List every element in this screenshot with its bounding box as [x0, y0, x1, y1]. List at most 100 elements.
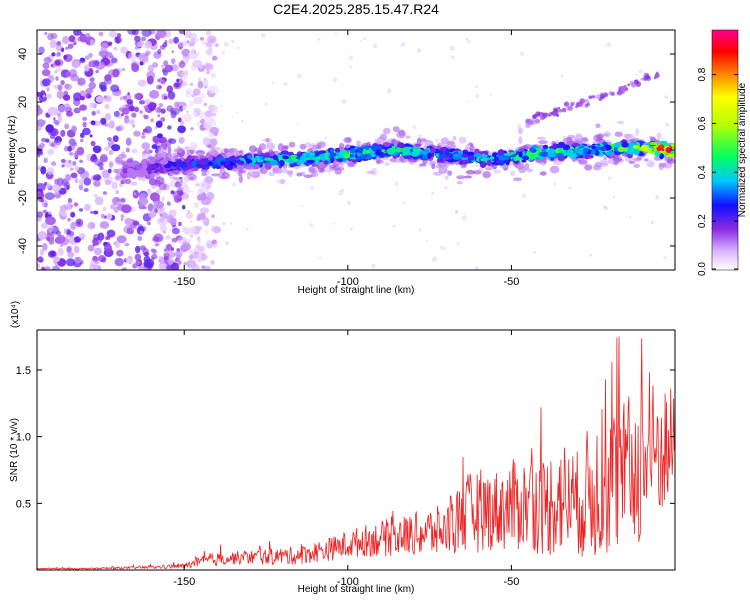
background-speckle — [392, 224, 396, 228]
noise-speckle — [99, 166, 104, 171]
noise-speckle — [92, 145, 102, 154]
ridge-halo — [296, 172, 303, 177]
background-speckle — [213, 123, 217, 127]
noise-speckle — [53, 117, 56, 121]
noise-speckle — [69, 69, 78, 78]
noise-speckle — [37, 183, 46, 192]
ridge-mark — [244, 158, 253, 164]
noise-speckle — [51, 161, 57, 166]
noise-speckle — [144, 51, 150, 57]
noise-speckle — [42, 94, 46, 98]
noise-speckle — [120, 113, 124, 117]
noise-speckle — [87, 53, 92, 59]
noise-speckle — [89, 102, 95, 108]
noise-speckle — [163, 248, 168, 252]
noise-speckle — [112, 196, 122, 206]
colorbar: 0.0 0.2 0.4 0.6 0.8 Normalized spectral ampl… — [697, 29, 748, 276]
noise-speckle — [132, 220, 140, 226]
noise-speckle — [139, 230, 144, 235]
noise-speckle — [201, 40, 208, 46]
ridge-mark — [173, 170, 180, 175]
noise-speckle — [57, 112, 62, 118]
background-speckle — [655, 195, 660, 200]
background-speckle — [489, 93, 493, 97]
secondary-streak-mark — [604, 92, 608, 95]
noise-speckle — [97, 232, 105, 241]
noise-speckle — [119, 96, 124, 101]
noise-speckle — [78, 184, 84, 191]
ridge-halo — [167, 146, 172, 154]
snr-y-tick-label: 1.0 — [16, 432, 31, 444]
secondary-streak-mark — [640, 77, 644, 81]
colorbar-tick-label: 0.0 — [697, 262, 708, 276]
noise-speckle — [157, 48, 162, 55]
background-speckle — [301, 204, 304, 208]
noise-speckle — [152, 62, 159, 68]
noise-speckle — [67, 43, 74, 49]
ridge-halo — [518, 136, 523, 145]
noise-speckle — [88, 61, 94, 68]
noise-speckle — [188, 41, 195, 47]
heatmap-y-tick-label: 40 — [17, 48, 29, 60]
noise-speckle — [192, 251, 199, 259]
noise-speckle — [195, 244, 201, 249]
noise-speckle — [104, 215, 107, 219]
noise-speckle — [111, 181, 118, 190]
noise-speckle — [154, 126, 158, 130]
noise-speckle — [124, 242, 130, 247]
noise-speckle — [40, 120, 46, 125]
noise-speckle — [124, 217, 133, 226]
noise-speckle — [133, 130, 141, 137]
heatmap-y-tick-label: -40 — [17, 238, 29, 254]
ridge-halo — [391, 139, 397, 145]
noise-speckle — [77, 221, 81, 225]
noise-speckle — [183, 261, 187, 266]
ridge-mark — [486, 159, 492, 167]
ridge-halo — [277, 143, 284, 152]
noise-speckle — [68, 160, 72, 164]
colorbar-gradient — [712, 30, 738, 270]
noise-speckle — [55, 44, 63, 52]
noise-speckle — [189, 32, 197, 41]
noise-speckle — [82, 116, 88, 121]
ridge-mark — [193, 167, 199, 172]
noise-speckle — [177, 117, 182, 123]
ridge-halo — [154, 179, 162, 187]
ridge-halo — [227, 147, 238, 154]
background-speckle — [568, 186, 572, 190]
background-speckle — [417, 134, 423, 139]
noise-speckle — [194, 179, 198, 183]
background-speckle — [206, 118, 209, 120]
noise-speckle — [126, 99, 134, 105]
noise-speckle — [78, 233, 86, 239]
noise-speckle — [47, 148, 55, 156]
noise-speckle — [178, 221, 182, 227]
noise-speckle — [66, 228, 72, 235]
noise-speckle — [70, 172, 78, 179]
noise-speckle — [82, 121, 87, 128]
noise-speckle — [48, 210, 52, 215]
ridge-mark — [264, 163, 272, 168]
noise-speckle — [110, 57, 118, 64]
noise-speckle — [166, 201, 171, 206]
noise-speckle — [137, 79, 147, 87]
noise-speckle — [68, 35, 76, 43]
noise-speckle — [148, 211, 157, 218]
noise-speckle — [47, 106, 59, 116]
noise-speckle — [42, 62, 50, 69]
noise-speckle — [48, 237, 55, 245]
secondary-streak-mark — [600, 93, 606, 99]
background-speckle — [394, 181, 399, 187]
noise-speckle — [64, 83, 70, 89]
noise-speckle — [90, 259, 98, 267]
ridge-mark — [503, 155, 510, 161]
ridge-mark — [311, 162, 316, 167]
noise-speckle — [104, 146, 110, 152]
ridge-halo — [616, 120, 625, 125]
ridge-mark — [430, 147, 436, 154]
background-speckle — [665, 122, 670, 127]
ridge-halo — [599, 162, 609, 167]
ridge-mark — [208, 156, 213, 161]
background-speckle — [283, 82, 288, 86]
noise-speckle — [213, 132, 218, 137]
